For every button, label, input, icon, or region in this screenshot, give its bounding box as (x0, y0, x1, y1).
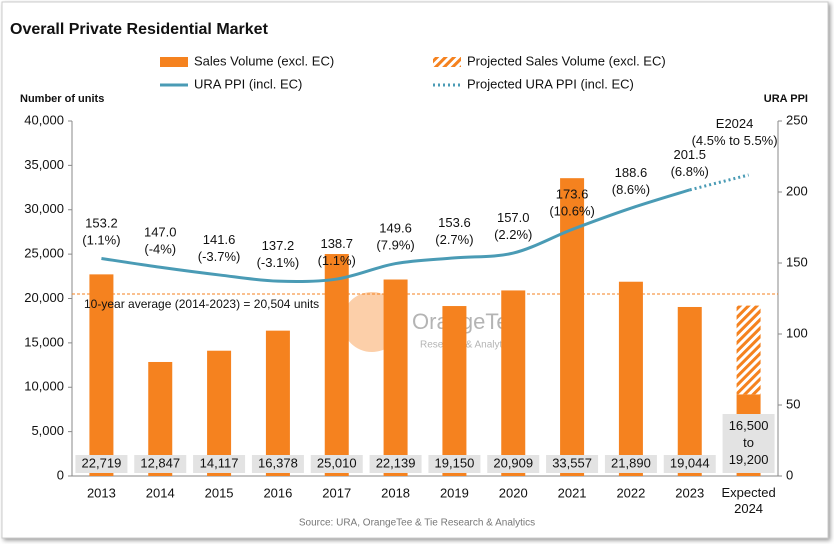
bar-value-label: 22,719 (82, 455, 122, 470)
y-tick-label: 25,000 (24, 246, 64, 261)
line-value-label: 137.2 (-3.1%) (257, 239, 300, 271)
source: Source: URA, OrangeTee & Tie Research & … (299, 518, 535, 529)
x-tick-label: 2016 (263, 485, 292, 500)
y2-tick-label: 50 (786, 396, 800, 411)
x-tick-label: 2018 (381, 485, 410, 500)
y-tick-label: 10,000 (24, 379, 64, 394)
bar-value-label: 20,909 (493, 455, 533, 470)
value-label-box (546, 455, 599, 473)
y-tick-label: 35,000 (24, 157, 64, 172)
value-label-box (604, 455, 657, 473)
annotation: 16,500 to 19,200 (729, 418, 769, 467)
bar-value-label: 16,378 (258, 455, 298, 470)
legend-swatch (433, 57, 461, 67)
x-tick-label: 2020 (499, 485, 528, 500)
bar (560, 178, 585, 476)
bar-value-label: 22,139 (376, 455, 416, 470)
annotation: E2024 (4.5% to 5.5%) (692, 116, 778, 148)
bar-value-label: 21,890 (611, 455, 651, 470)
bar (324, 254, 349, 476)
line-value-label: 173.6 (10.6%) (549, 187, 595, 219)
legend-label: Projected Sales Volume (excl. EC) (467, 53, 666, 68)
bar-value-label: 19,044 (670, 455, 710, 470)
x-tick-label: 2019 (440, 485, 469, 500)
y-tick-label: 15,000 (24, 334, 64, 349)
bar-value-label: 19,150 (435, 455, 475, 470)
bar (736, 305, 761, 395)
value-label-box (251, 455, 304, 473)
bar-value-label: 25,010 (317, 455, 357, 470)
x-tick-label: 2021 (558, 485, 587, 500)
bar (618, 281, 643, 476)
bar (89, 274, 114, 476)
y2-tick-label: 250 (786, 112, 808, 127)
bar-value-label: 14,117 (200, 455, 239, 470)
reference-label: 10-year average (2014-2023) = 20,504 uni… (84, 297, 319, 311)
y-tick-label: 20,000 (24, 290, 64, 305)
y2-tick-label: 150 (786, 254, 808, 269)
value-label-box (663, 455, 716, 473)
x-tick-label: 2022 (616, 485, 645, 500)
y-tick-label: 40,000 (24, 112, 64, 127)
value-label-box (193, 455, 246, 473)
bar (501, 290, 526, 476)
bar-value-label: 12,847 (140, 455, 180, 470)
legend-label: Sales Volume (excl. EC) (194, 53, 334, 68)
x-tick-label: Expected 2024 (721, 485, 775, 516)
value-label-box (75, 455, 128, 473)
chart-title: Overall Private Residential Market (10, 21, 269, 38)
line-value-label: 153.2 (1.1%) (82, 216, 120, 248)
line (689, 173, 749, 192)
line-value-label: 138.7 (1.1%) (318, 236, 356, 268)
watermark-tagline: Research & Analytics (420, 340, 515, 351)
bar (442, 306, 467, 476)
y-axis-title: Number of units (20, 93, 104, 105)
bar (265, 330, 290, 476)
x-tick-label: 2013 (87, 485, 116, 500)
x-tick-label: 2023 (675, 485, 704, 500)
line-value-label: 147.0 (-4%) (144, 225, 177, 257)
y-tick-label: 30,000 (24, 201, 64, 216)
y2-axis-title: URA PPI (764, 93, 808, 105)
annotation-box (722, 414, 775, 473)
line (101, 188, 691, 284)
y-tick-label: 5,000 (31, 423, 64, 438)
legend-label: Projected URA PPI (incl. EC) (467, 76, 634, 91)
value-label-box (134, 455, 187, 473)
x-tick-label: 2017 (322, 485, 351, 500)
value-label-box (487, 455, 540, 473)
x-tick-label: 2014 (146, 485, 175, 500)
line-value-label: 141.6 (-3.7%) (198, 232, 241, 264)
value-label-box (369, 455, 422, 473)
line-value-label: 153.6 (2.7%) (435, 215, 473, 247)
y-tick-label: 0 (57, 467, 64, 482)
line-value-label: 149.6 (7.9%) (376, 221, 414, 253)
value-label-box (310, 455, 363, 473)
line-value-label: 201.5 (6.8%) (671, 147, 709, 179)
line-value-label: 188.6 (8.6%) (612, 166, 650, 198)
y2-tick-label: 100 (786, 325, 808, 340)
legend-label: URA PPI (incl. EC) (194, 76, 302, 91)
y2-tick-label: 200 (786, 183, 808, 198)
bar-value-label: 33,557 (552, 455, 592, 470)
line-value-label: 157.0 (2.2%) (494, 210, 532, 242)
value-label-box (428, 455, 481, 473)
bar (383, 279, 408, 476)
legend-swatch (160, 57, 188, 67)
x-tick-label: 2015 (205, 485, 234, 500)
y2-tick-label: 0 (786, 467, 793, 482)
bar (677, 306, 702, 476)
